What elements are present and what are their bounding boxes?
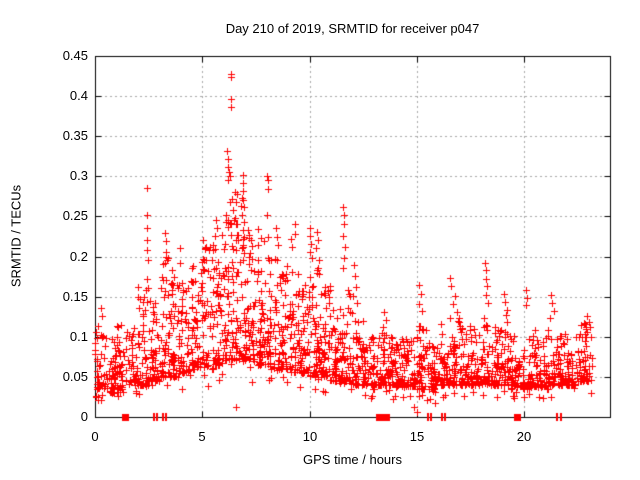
y-tick-label: 0.3 (69, 168, 88, 183)
y-tick-label: 0.05 (62, 369, 88, 384)
chart-title: Day 210 of 2019, SRMTID for receiver p04… (225, 21, 480, 36)
x-tick-label: 20 (516, 429, 532, 444)
y-axis-label: SRMTID / TECUs (8, 184, 24, 288)
y-tick-label: 0.35 (62, 128, 88, 143)
y-tick-label: 0 (80, 409, 88, 424)
y-tick-label: 0.15 (62, 289, 88, 304)
x-axis-label: GPS time / hours (303, 452, 402, 467)
y-tick-label: 0.2 (69, 249, 88, 264)
y-tick-label: 0.1 (69, 329, 88, 344)
y-tick-label: 0.45 (62, 48, 88, 63)
y-tick-label: 0.4 (69, 88, 88, 103)
x-tick-label: 5 (198, 429, 206, 444)
x-tick-label: 0 (91, 429, 99, 444)
y-tick-label: 0.25 (62, 208, 88, 223)
x-tick-label: 10 (302, 429, 318, 444)
x-tick-label: 15 (409, 429, 425, 444)
